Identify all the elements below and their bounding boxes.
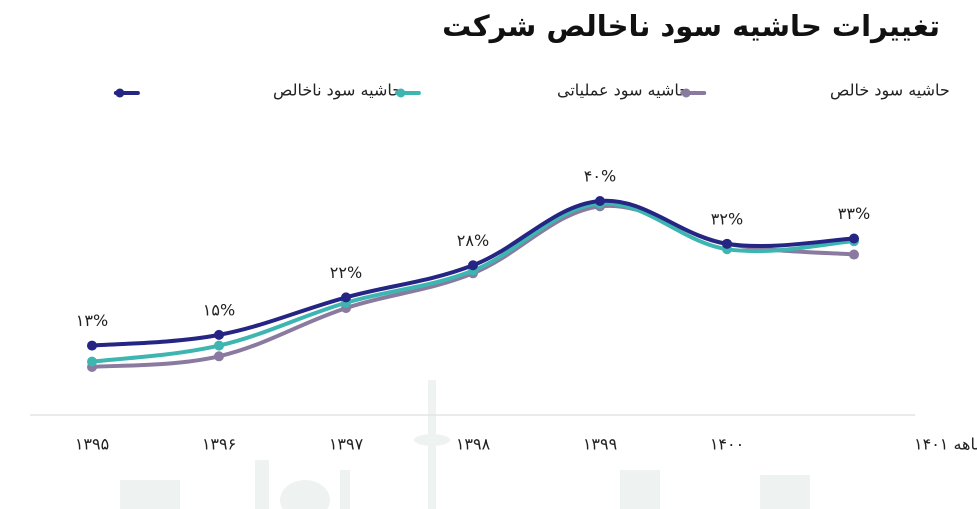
data-label: ۳۳% — [838, 204, 870, 223]
data-point — [849, 249, 859, 260]
data-point — [341, 292, 351, 303]
legend-label: حاشیه سود عملیاتی — [557, 81, 689, 101]
data-label: ۲۲% — [330, 263, 362, 282]
data-point — [214, 340, 224, 351]
x-tick-label: شش ماهه ۱۴۰۱ — [914, 435, 977, 455]
x-tick-label: ۱۳۹۶ — [202, 435, 236, 454]
skyline — [120, 380, 810, 509]
legend-marker — [115, 88, 125, 98]
x-tick-label: ۱۴۰۰ — [710, 435, 744, 454]
data-point — [468, 260, 478, 271]
data-label: ۱۳% — [76, 311, 108, 330]
legend-marker — [396, 88, 406, 98]
legend-marker — [681, 88, 691, 98]
data-label: ۲۸% — [457, 231, 489, 250]
data-label: ۴۰% — [584, 167, 616, 186]
data-label: ۱۵% — [203, 300, 235, 319]
x-tick-label: ۱۳۹۵ — [75, 435, 109, 454]
data-point — [214, 329, 224, 340]
x-tick-label: ۱۳۹۷ — [329, 435, 364, 454]
x-tick-label: ۱۳۹۸ — [456, 435, 491, 454]
legend-label: حاشیه سود ناخالص — [273, 81, 402, 101]
data-point — [87, 340, 97, 351]
legend-label: حاشیه سود خالص — [830, 81, 950, 101]
data-point — [87, 356, 97, 367]
chart-title: تغییرات حاشیه سود ناخالص شرکت — [442, 9, 940, 43]
data-point — [849, 233, 859, 244]
data-point — [595, 196, 605, 206]
data-label: ۳۲% — [711, 209, 743, 228]
data-point — [214, 351, 224, 362]
data-point — [722, 238, 732, 249]
x-tick-label: ۱۳۹۹ — [583, 435, 617, 454]
